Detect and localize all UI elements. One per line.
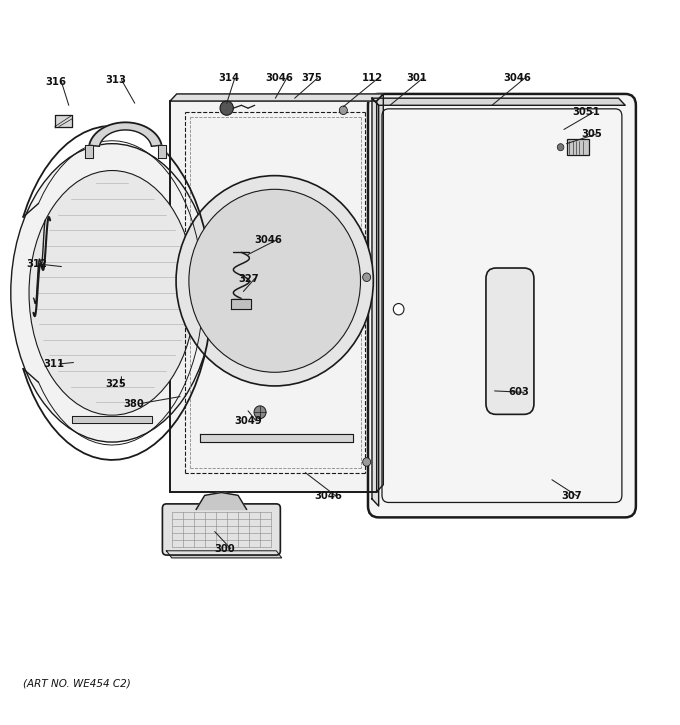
Polygon shape — [55, 115, 72, 127]
Text: 3046: 3046 — [315, 491, 343, 501]
Polygon shape — [372, 98, 379, 506]
Text: 3046: 3046 — [265, 73, 293, 83]
Text: 375: 375 — [301, 73, 322, 83]
Text: 325: 325 — [105, 379, 126, 389]
Text: 301: 301 — [407, 73, 428, 83]
Polygon shape — [85, 145, 93, 158]
FancyBboxPatch shape — [486, 268, 534, 415]
Polygon shape — [231, 299, 252, 310]
Ellipse shape — [29, 170, 195, 415]
Circle shape — [339, 106, 347, 115]
Text: 603: 603 — [508, 387, 528, 397]
Circle shape — [362, 273, 371, 281]
Polygon shape — [372, 98, 625, 105]
Circle shape — [220, 101, 233, 115]
Text: 300: 300 — [215, 544, 235, 554]
Polygon shape — [89, 123, 162, 146]
FancyBboxPatch shape — [566, 139, 589, 155]
Circle shape — [362, 457, 371, 466]
Ellipse shape — [11, 144, 214, 442]
Polygon shape — [377, 94, 384, 492]
Circle shape — [254, 406, 266, 418]
Text: 3046: 3046 — [255, 236, 283, 245]
Text: 327: 327 — [239, 273, 259, 283]
Polygon shape — [167, 551, 282, 558]
Polygon shape — [170, 94, 384, 101]
Text: 316: 316 — [46, 77, 67, 87]
Text: 305: 305 — [581, 129, 602, 138]
Text: 3046: 3046 — [503, 73, 531, 83]
Polygon shape — [200, 434, 354, 442]
Circle shape — [176, 175, 373, 386]
Text: 307: 307 — [561, 491, 582, 501]
Text: 312: 312 — [27, 260, 48, 270]
Text: 112: 112 — [362, 73, 383, 83]
Text: 3051: 3051 — [572, 107, 600, 117]
Text: 3049: 3049 — [235, 415, 262, 426]
Polygon shape — [72, 416, 152, 423]
Circle shape — [393, 304, 404, 315]
Text: 313: 313 — [105, 75, 126, 85]
FancyBboxPatch shape — [368, 94, 636, 518]
FancyBboxPatch shape — [163, 504, 280, 555]
Circle shape — [557, 144, 564, 151]
Text: 311: 311 — [44, 359, 65, 369]
Polygon shape — [170, 101, 377, 492]
Circle shape — [189, 189, 360, 372]
Text: 314: 314 — [219, 73, 240, 83]
Text: 380: 380 — [124, 399, 144, 409]
Text: (ART NO. WE454 C2): (ART NO. WE454 C2) — [23, 679, 131, 689]
Polygon shape — [196, 492, 247, 510]
Polygon shape — [158, 145, 166, 158]
